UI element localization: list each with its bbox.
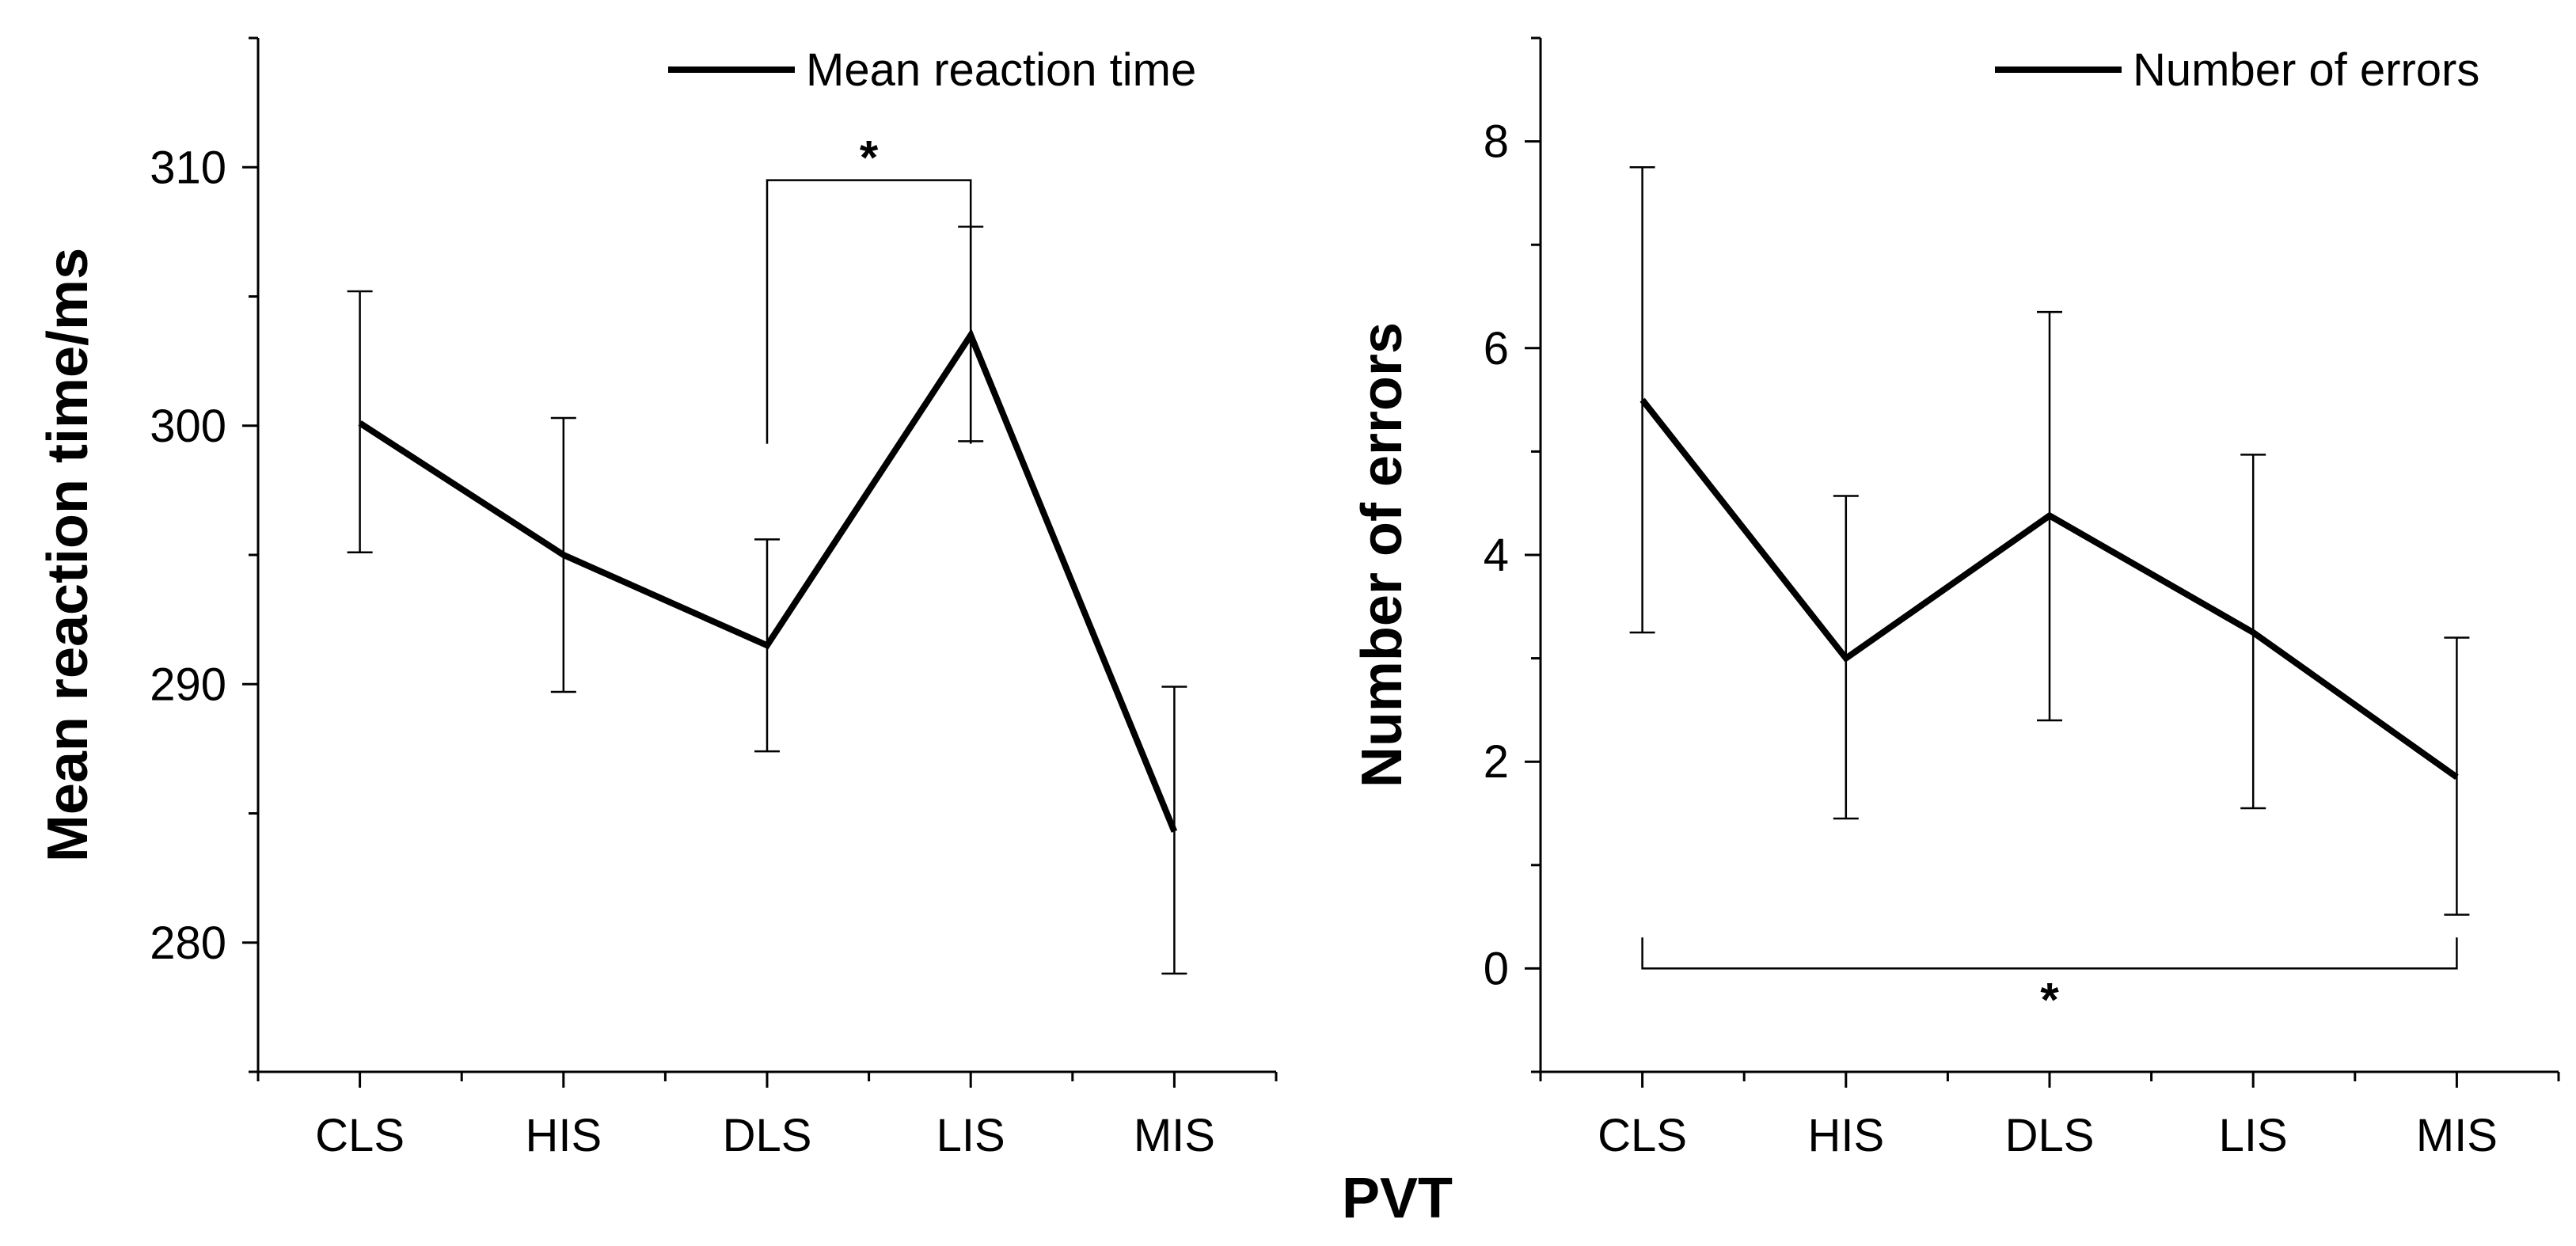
errors-chart: 0 2 4 6 8 CLS HIS DLS LIS MIS Number of errors * Num…: [1351, 36, 2560, 1161]
y-axis-title: Number of errors: [1351, 322, 1414, 788]
shared-x-axis-title: PVT: [1342, 1167, 1453, 1230]
legend-label: Mean reaction time: [806, 44, 1196, 96]
bracket-line: [766, 179, 972, 444]
series-line: [358, 328, 1178, 833]
bracket-line: [1641, 937, 2458, 970]
y-tick-label: 8: [1484, 116, 1509, 168]
significance-bracket: *: [1641, 937, 2458, 1026]
x-tick-label: MIS: [2416, 1110, 2498, 1161]
x-tick-label: HIS: [525, 1110, 602, 1161]
x-tick-label: LIS: [937, 1110, 1005, 1161]
x-tick-label: CLS: [315, 1110, 405, 1161]
error-bar: [347, 290, 373, 553]
significance-star: *: [860, 131, 879, 184]
legend: Mean reaction time: [668, 44, 1196, 96]
y-tick-label: 6: [1484, 323, 1509, 374]
x-tick-label: DLS: [2005, 1110, 2095, 1161]
legend: Number of errors: [1995, 44, 2479, 96]
y-axis-title: Mean reaction time/ms: [36, 248, 100, 862]
y-tick-label: 310: [150, 142, 226, 193]
x-tick-label: DLS: [723, 1110, 812, 1161]
significance-star: *: [2040, 973, 2059, 1026]
y-tick-label: 2: [1484, 736, 1509, 788]
x-tick-label: MIS: [1134, 1110, 1215, 1161]
series-line: [1639, 397, 2459, 781]
x-tick-label: HIS: [1807, 1110, 1884, 1161]
legend-label: Number of errors: [2133, 44, 2479, 96]
y-tick-label: 290: [150, 659, 226, 710]
y-tick-label: 300: [150, 401, 226, 452]
reaction-time-chart: 280 290 300 310 CLS HIS DLS LIS MIS Mean reaction…: [36, 36, 1278, 1161]
x-tick-label: CLS: [1598, 1110, 1687, 1161]
significance-bracket: *: [766, 131, 972, 444]
y-tick-label: 280: [150, 917, 226, 969]
y-tick-label: 4: [1484, 530, 1509, 581]
y-tick-label: 0: [1484, 943, 1509, 994]
x-tick-label: LIS: [2219, 1110, 2288, 1161]
